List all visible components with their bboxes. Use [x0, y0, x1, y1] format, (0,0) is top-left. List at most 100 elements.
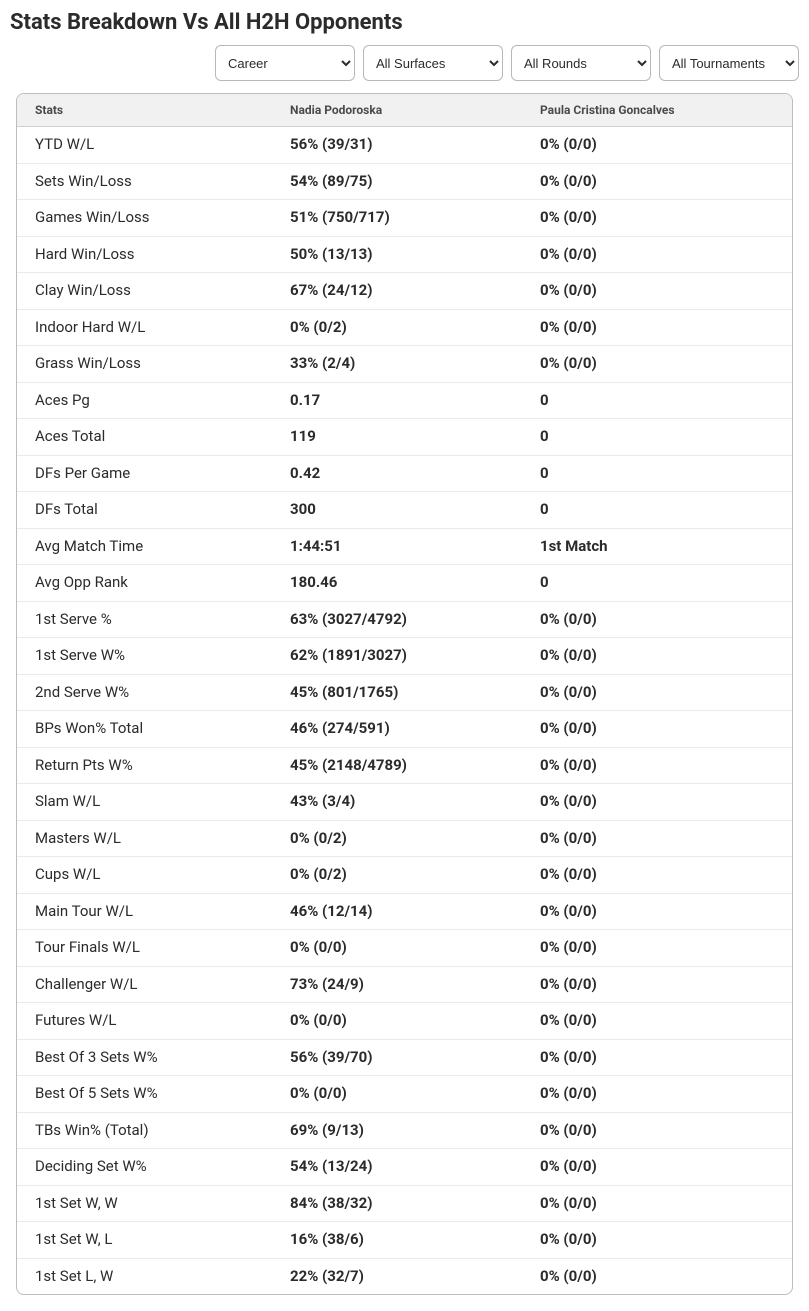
table-row: Grass Win/Loss33% (2/4)0% (0/0) — [17, 346, 792, 383]
stat-label: Avg Opp Rank — [17, 565, 272, 602]
stat-label: Sets Win/Loss — [17, 163, 272, 200]
stat-label: Hard Win/Loss — [17, 236, 272, 273]
player1-value: 300 — [272, 492, 522, 529]
stat-label: Aces Total — [17, 419, 272, 456]
table-row: DFs Per Game0.420 — [17, 455, 792, 492]
table-row: Hard Win/Loss50% (13/13)0% (0/0) — [17, 236, 792, 273]
table-row: YTD W/L56% (39/31)0% (0/0) — [17, 127, 792, 164]
player2-value: 0% (0/0) — [522, 1003, 792, 1040]
player1-value: 0.17 — [272, 382, 522, 419]
stats-table-wrap: Stats Nadia Podoroska Paula Cristina Gon… — [16, 93, 793, 1295]
player2-value: 0% (0/0) — [522, 674, 792, 711]
player2-value: 0 — [522, 492, 792, 529]
player2-value: 0% (0/0) — [522, 200, 792, 237]
player2-value: 0% (0/0) — [522, 966, 792, 1003]
stat-label: Avg Match Time — [17, 528, 272, 565]
table-row: Main Tour W/L46% (12/14)0% (0/0) — [17, 893, 792, 930]
stat-label: Tour Finals W/L — [17, 930, 272, 967]
table-row: Tour Finals W/L0% (0/0)0% (0/0) — [17, 930, 792, 967]
player1-value: 56% (39/31) — [272, 127, 522, 164]
header-stats: Stats — [17, 94, 272, 127]
player2-value: 0% (0/0) — [522, 1039, 792, 1076]
stat-label: 1st Set W, L — [17, 1222, 272, 1259]
table-row: 1st Serve %63% (3027/4792)0% (0/0) — [17, 601, 792, 638]
player1-value: 0.42 — [272, 455, 522, 492]
filter-bar: Career All Surfaces All Rounds All Tourn… — [0, 41, 809, 93]
table-row: Clay Win/Loss67% (24/12)0% (0/0) — [17, 273, 792, 310]
player2-value: 0% (0/0) — [522, 309, 792, 346]
table-row: Challenger W/L73% (24/9)0% (0/0) — [17, 966, 792, 1003]
player1-value: 84% (38/32) — [272, 1185, 522, 1222]
player2-value: 0% (0/0) — [522, 820, 792, 857]
stat-label: DFs Per Game — [17, 455, 272, 492]
player1-value: 51% (750/717) — [272, 200, 522, 237]
player2-value: 0% (0/0) — [522, 1222, 792, 1259]
stat-label: 1st Serve W% — [17, 638, 272, 675]
player2-value: 0 — [522, 565, 792, 602]
header-player1: Nadia Podoroska — [272, 94, 522, 127]
player1-value: 45% (801/1765) — [272, 674, 522, 711]
player1-value: 73% (24/9) — [272, 966, 522, 1003]
player1-value: 0% (0/2) — [272, 309, 522, 346]
player1-value: 67% (24/12) — [272, 273, 522, 310]
player1-value: 0% (0/0) — [272, 1003, 522, 1040]
player2-value: 0 — [522, 455, 792, 492]
player2-value: 0% (0/0) — [522, 346, 792, 383]
table-row: Cups W/L0% (0/2)0% (0/0) — [17, 857, 792, 894]
stat-label: DFs Total — [17, 492, 272, 529]
player1-value: 45% (2148/4789) — [272, 747, 522, 784]
table-row: Masters W/L0% (0/2)0% (0/0) — [17, 820, 792, 857]
table-row: Avg Match Time1:44:511st Match — [17, 528, 792, 565]
player2-value: 0% (0/0) — [522, 236, 792, 273]
player1-value: 0% (0/2) — [272, 820, 522, 857]
stat-label: Cups W/L — [17, 857, 272, 894]
player1-value: 56% (39/70) — [272, 1039, 522, 1076]
table-row: 1st Serve W%62% (1891/3027)0% (0/0) — [17, 638, 792, 675]
stats-table: Stats Nadia Podoroska Paula Cristina Gon… — [17, 94, 792, 1294]
player2-value: 0% (0/0) — [522, 1112, 792, 1149]
stat-label: Deciding Set W% — [17, 1149, 272, 1186]
player1-value: 46% (12/14) — [272, 893, 522, 930]
table-row: Deciding Set W%54% (13/24)0% (0/0) — [17, 1149, 792, 1186]
player2-value: 0% (0/0) — [522, 273, 792, 310]
stat-label: Challenger W/L — [17, 966, 272, 1003]
stat-label: Aces Pg — [17, 382, 272, 419]
filter-tournament[interactable]: All Tournaments — [659, 45, 799, 81]
player1-value: 0% (0/0) — [272, 930, 522, 967]
table-row: Games Win/Loss51% (750/717)0% (0/0) — [17, 200, 792, 237]
stat-label: Masters W/L — [17, 820, 272, 857]
player2-value: 0% (0/0) — [522, 1185, 792, 1222]
stat-label: Best Of 3 Sets W% — [17, 1039, 272, 1076]
filter-round[interactable]: All Rounds — [511, 45, 651, 81]
player1-value: 46% (274/591) — [272, 711, 522, 748]
player1-value: 180.46 — [272, 565, 522, 602]
stat-label: Grass Win/Loss — [17, 346, 272, 383]
player1-value: 0% (0/0) — [272, 1076, 522, 1113]
filter-surface[interactable]: All Surfaces — [363, 45, 503, 81]
player2-value: 0% (0/0) — [522, 638, 792, 675]
stat-label: Clay Win/Loss — [17, 273, 272, 310]
stat-label: BPs Won% Total — [17, 711, 272, 748]
player1-value: 0% (0/2) — [272, 857, 522, 894]
table-row: DFs Total3000 — [17, 492, 792, 529]
player2-value: 0% (0/0) — [522, 601, 792, 638]
stat-label: Best Of 5 Sets W% — [17, 1076, 272, 1113]
table-row: Sets Win/Loss54% (89/75)0% (0/0) — [17, 163, 792, 200]
stat-label: 1st Serve % — [17, 601, 272, 638]
header-player2: Paula Cristina Goncalves — [522, 94, 792, 127]
player2-value: 0% (0/0) — [522, 711, 792, 748]
player2-value: 0% (0/0) — [522, 127, 792, 164]
player2-value: 0% (0/0) — [522, 1258, 792, 1294]
player2-value: 0% (0/0) — [522, 1076, 792, 1113]
player2-value: 0% (0/0) — [522, 784, 792, 821]
stat-label: Slam W/L — [17, 784, 272, 821]
table-row: Slam W/L43% (3/4)0% (0/0) — [17, 784, 792, 821]
table-row: BPs Won% Total46% (274/591)0% (0/0) — [17, 711, 792, 748]
table-row: 1st Set W, L16% (38/6)0% (0/0) — [17, 1222, 792, 1259]
filter-period[interactable]: Career — [215, 45, 355, 81]
table-row: 1st Set L, W22% (32/7)0% (0/0) — [17, 1258, 792, 1294]
player1-value: 119 — [272, 419, 522, 456]
stat-label: TBs Win% (Total) — [17, 1112, 272, 1149]
player2-value: 0% (0/0) — [522, 857, 792, 894]
table-row: 1st Set W, W84% (38/32)0% (0/0) — [17, 1185, 792, 1222]
